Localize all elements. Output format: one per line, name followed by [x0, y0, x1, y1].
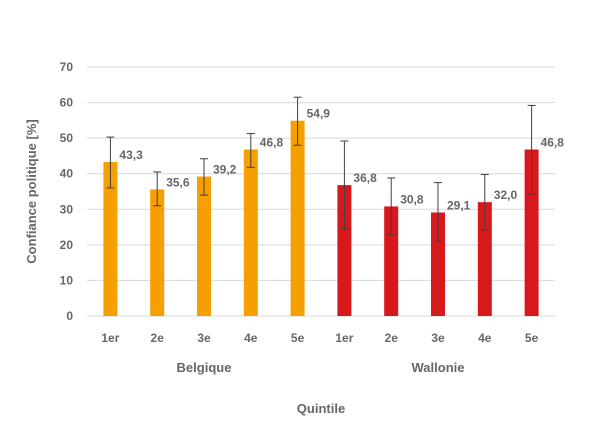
bar [477, 202, 492, 316]
group-labels: Belgique Wallonie [177, 360, 465, 375]
error-bar [340, 140, 349, 230]
bar [337, 185, 352, 316]
x-tick-label: 3e [197, 331, 211, 345]
x-tick-label: 4e [244, 331, 258, 345]
data-label: 54,9 [307, 107, 331, 121]
error-bar [246, 133, 255, 168]
y-tick-label: 20 [60, 238, 74, 252]
x-tick-label: 1er [335, 331, 353, 345]
bar [103, 161, 118, 316]
bar [431, 212, 445, 316]
y-axis-title: Confiance politique [%] [24, 119, 39, 263]
x-tick-label: 2e [151, 331, 165, 345]
error-bar [293, 96, 302, 146]
y-tick-label: 40 [60, 167, 74, 181]
error-bar [527, 104, 536, 195]
bar [384, 206, 399, 316]
data-label: 32,0 [494, 188, 518, 202]
error-bar [480, 173, 489, 231]
error-bar [200, 158, 208, 196]
data-labels: 43,3 35,6 39,2 46,8 54,9 36,8 30,8 29,1 32,0 46,8 [119, 107, 564, 213]
y-tick-label: 0 [66, 309, 73, 323]
data-label: 46,8 [541, 136, 565, 150]
data-label: 36,8 [353, 171, 377, 185]
data-label: 46,8 [260, 136, 284, 150]
x-tick-label: 3e [431, 331, 445, 345]
bar [243, 149, 258, 316]
y-tick-label: 30 [60, 202, 74, 216]
data-label: 35,6 [166, 175, 190, 189]
data-label: 30,8 [400, 192, 424, 206]
error-bar [153, 171, 162, 207]
error-bar [106, 136, 115, 189]
bar [197, 176, 211, 316]
data-label: 39,2 [213, 163, 237, 177]
y-tick-label: 10 [60, 273, 74, 287]
y-axis-ticks: 0 10 20 30 40 50 60 70 [60, 60, 74, 323]
group-label: Belgique [177, 360, 232, 375]
bar [290, 120, 305, 316]
x-tick-label: 4e [478, 331, 492, 345]
error-bars [106, 96, 536, 242]
x-tick-label: 1er [101, 331, 119, 345]
bars [103, 120, 539, 316]
x-tick-label: 2e [385, 331, 399, 345]
x-tick-label: 5e [525, 331, 539, 345]
grid-lines [87, 66, 555, 317]
y-tick-label: 60 [60, 96, 74, 110]
bar [524, 149, 539, 316]
x-axis-ticks: 1er 2e 3e 4e 5e 1er 2e 3e 4e 5e [101, 331, 538, 345]
error-bar [387, 177, 396, 236]
y-tick-label: 50 [60, 131, 74, 145]
y-tick-label: 70 [60, 60, 74, 74]
error-bar [434, 182, 442, 242]
group-label: Wallonie [412, 360, 465, 375]
data-label: 29,1 [447, 198, 471, 212]
x-axis-title: Quintile [297, 401, 345, 416]
data-label: 43,3 [119, 148, 143, 162]
bar [150, 189, 165, 316]
x-tick-label: 5e [291, 331, 305, 345]
